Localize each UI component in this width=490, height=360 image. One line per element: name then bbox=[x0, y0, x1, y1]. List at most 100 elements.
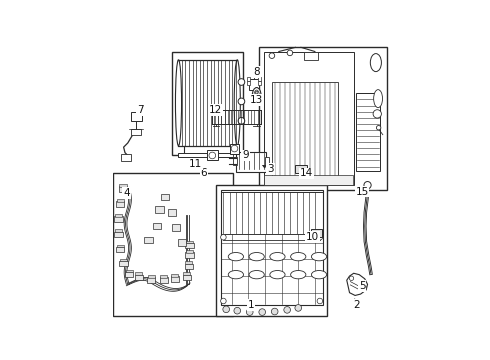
Bar bbox=[160, 275, 168, 278]
Ellipse shape bbox=[249, 252, 264, 261]
Bar bbox=[186, 250, 193, 253]
Bar bbox=[145, 237, 153, 243]
Polygon shape bbox=[347, 273, 368, 296]
Bar bbox=[265, 175, 353, 185]
Circle shape bbox=[287, 50, 293, 56]
Text: 3: 3 bbox=[267, 164, 274, 174]
Bar bbox=[155, 206, 164, 213]
Bar bbox=[131, 129, 141, 135]
Ellipse shape bbox=[249, 270, 264, 279]
Bar bbox=[216, 185, 327, 316]
Bar bbox=[186, 240, 193, 243]
Ellipse shape bbox=[175, 60, 182, 146]
Bar bbox=[135, 275, 143, 280]
Bar bbox=[172, 51, 244, 156]
Circle shape bbox=[269, 53, 275, 58]
Bar bbox=[207, 150, 218, 161]
Bar bbox=[120, 258, 127, 261]
Text: 7: 7 bbox=[137, 105, 144, 115]
Bar bbox=[258, 81, 261, 85]
Bar bbox=[172, 224, 180, 231]
Bar bbox=[185, 261, 193, 264]
Circle shape bbox=[295, 305, 301, 311]
Bar bbox=[185, 243, 194, 248]
Bar bbox=[147, 278, 155, 283]
Ellipse shape bbox=[228, 252, 244, 261]
Bar bbox=[117, 245, 124, 247]
Ellipse shape bbox=[254, 90, 259, 102]
Bar bbox=[272, 82, 339, 179]
Bar bbox=[125, 272, 133, 278]
Text: 10: 10 bbox=[306, 232, 318, 242]
Bar bbox=[115, 216, 123, 222]
Circle shape bbox=[364, 181, 371, 189]
Bar bbox=[117, 199, 124, 202]
Circle shape bbox=[373, 110, 381, 118]
Bar bbox=[121, 154, 131, 161]
Bar bbox=[178, 153, 237, 157]
Ellipse shape bbox=[234, 60, 240, 146]
Circle shape bbox=[317, 234, 322, 240]
Bar bbox=[258, 77, 261, 81]
Circle shape bbox=[220, 234, 226, 240]
Ellipse shape bbox=[291, 252, 306, 261]
Bar bbox=[135, 273, 143, 275]
Ellipse shape bbox=[228, 270, 244, 279]
Text: 13: 13 bbox=[250, 95, 263, 105]
Bar bbox=[236, 152, 267, 172]
Bar bbox=[115, 232, 123, 237]
Bar bbox=[130, 112, 142, 121]
Ellipse shape bbox=[374, 90, 383, 108]
Bar bbox=[229, 144, 240, 153]
Circle shape bbox=[259, 309, 266, 315]
Circle shape bbox=[234, 307, 241, 314]
Circle shape bbox=[209, 152, 216, 159]
Text: 9: 9 bbox=[242, 150, 249, 161]
Circle shape bbox=[255, 91, 258, 94]
Text: 4: 4 bbox=[123, 188, 130, 198]
Bar bbox=[247, 77, 250, 81]
Bar bbox=[185, 264, 193, 269]
Bar bbox=[147, 275, 155, 278]
Bar bbox=[295, 165, 307, 174]
Bar bbox=[304, 51, 318, 60]
Text: 2: 2 bbox=[353, 300, 360, 310]
Circle shape bbox=[220, 298, 226, 304]
Bar bbox=[116, 247, 124, 252]
Bar bbox=[119, 186, 127, 192]
Bar bbox=[264, 51, 354, 185]
Bar bbox=[115, 229, 122, 232]
Bar bbox=[120, 261, 128, 266]
Bar bbox=[356, 93, 380, 171]
Circle shape bbox=[271, 308, 278, 315]
Ellipse shape bbox=[252, 87, 261, 104]
Ellipse shape bbox=[270, 252, 285, 261]
Circle shape bbox=[349, 276, 354, 280]
Ellipse shape bbox=[270, 270, 285, 279]
Bar bbox=[185, 252, 194, 258]
Text: 6: 6 bbox=[201, 168, 207, 179]
Ellipse shape bbox=[291, 270, 306, 279]
Ellipse shape bbox=[312, 270, 327, 279]
Circle shape bbox=[238, 98, 245, 105]
Bar bbox=[153, 223, 161, 229]
Bar bbox=[223, 234, 320, 240]
Ellipse shape bbox=[312, 252, 327, 261]
Text: 15: 15 bbox=[355, 186, 368, 197]
Circle shape bbox=[238, 79, 245, 85]
Bar bbox=[161, 194, 170, 201]
Circle shape bbox=[223, 306, 229, 312]
Bar bbox=[178, 239, 186, 246]
Bar bbox=[265, 157, 269, 165]
Text: 8: 8 bbox=[253, 67, 260, 77]
Bar bbox=[120, 184, 126, 186]
Bar bbox=[249, 79, 259, 90]
Bar bbox=[233, 157, 237, 165]
Circle shape bbox=[317, 298, 322, 304]
Ellipse shape bbox=[370, 54, 381, 72]
Bar bbox=[160, 278, 168, 283]
Circle shape bbox=[255, 98, 258, 100]
Bar bbox=[247, 81, 250, 85]
Bar bbox=[259, 48, 387, 190]
Circle shape bbox=[362, 285, 367, 290]
